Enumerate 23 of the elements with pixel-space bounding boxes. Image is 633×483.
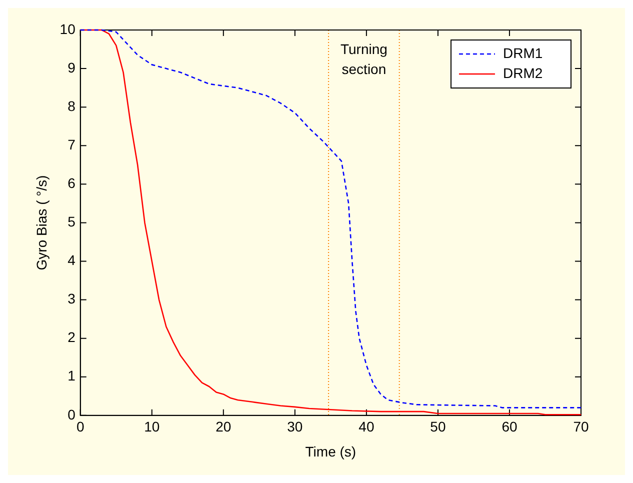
y-tick-label: 7: [68, 136, 76, 152]
x-axis-title: Time (s): [305, 443, 356, 460]
y-tick-label: 6: [68, 175, 76, 192]
y-tick-label: 5: [68, 214, 76, 230]
y-tick-label: 0: [68, 406, 76, 422]
y-tick-label: 3: [68, 290, 76, 307]
x-tick-label: 70: [573, 418, 589, 435]
y-tick-label: 9: [68, 59, 76, 76]
y-axis-title: Gyro Bias ( °/s): [33, 175, 50, 270]
x-tick-label: 10: [144, 418, 160, 435]
x-tick-label: 50: [430, 418, 446, 435]
x-tick-label: 40: [358, 418, 374, 435]
annotation: Turning section: [340, 40, 388, 77]
y-tick-label: 1: [68, 368, 76, 384]
y-tick-label: 2: [68, 329, 76, 346]
x-tick-label: 60: [502, 418, 518, 435]
y-tick-label: 4: [68, 252, 76, 268]
x-tick-label: 20: [216, 418, 232, 435]
legend-label: DRM2: [503, 64, 543, 81]
y-tick-label: 10: [60, 20, 76, 37]
legend-label: DRM1: [503, 44, 543, 61]
x-tick-label: 30: [287, 418, 303, 435]
y-tick-label: 8: [68, 98, 76, 114]
